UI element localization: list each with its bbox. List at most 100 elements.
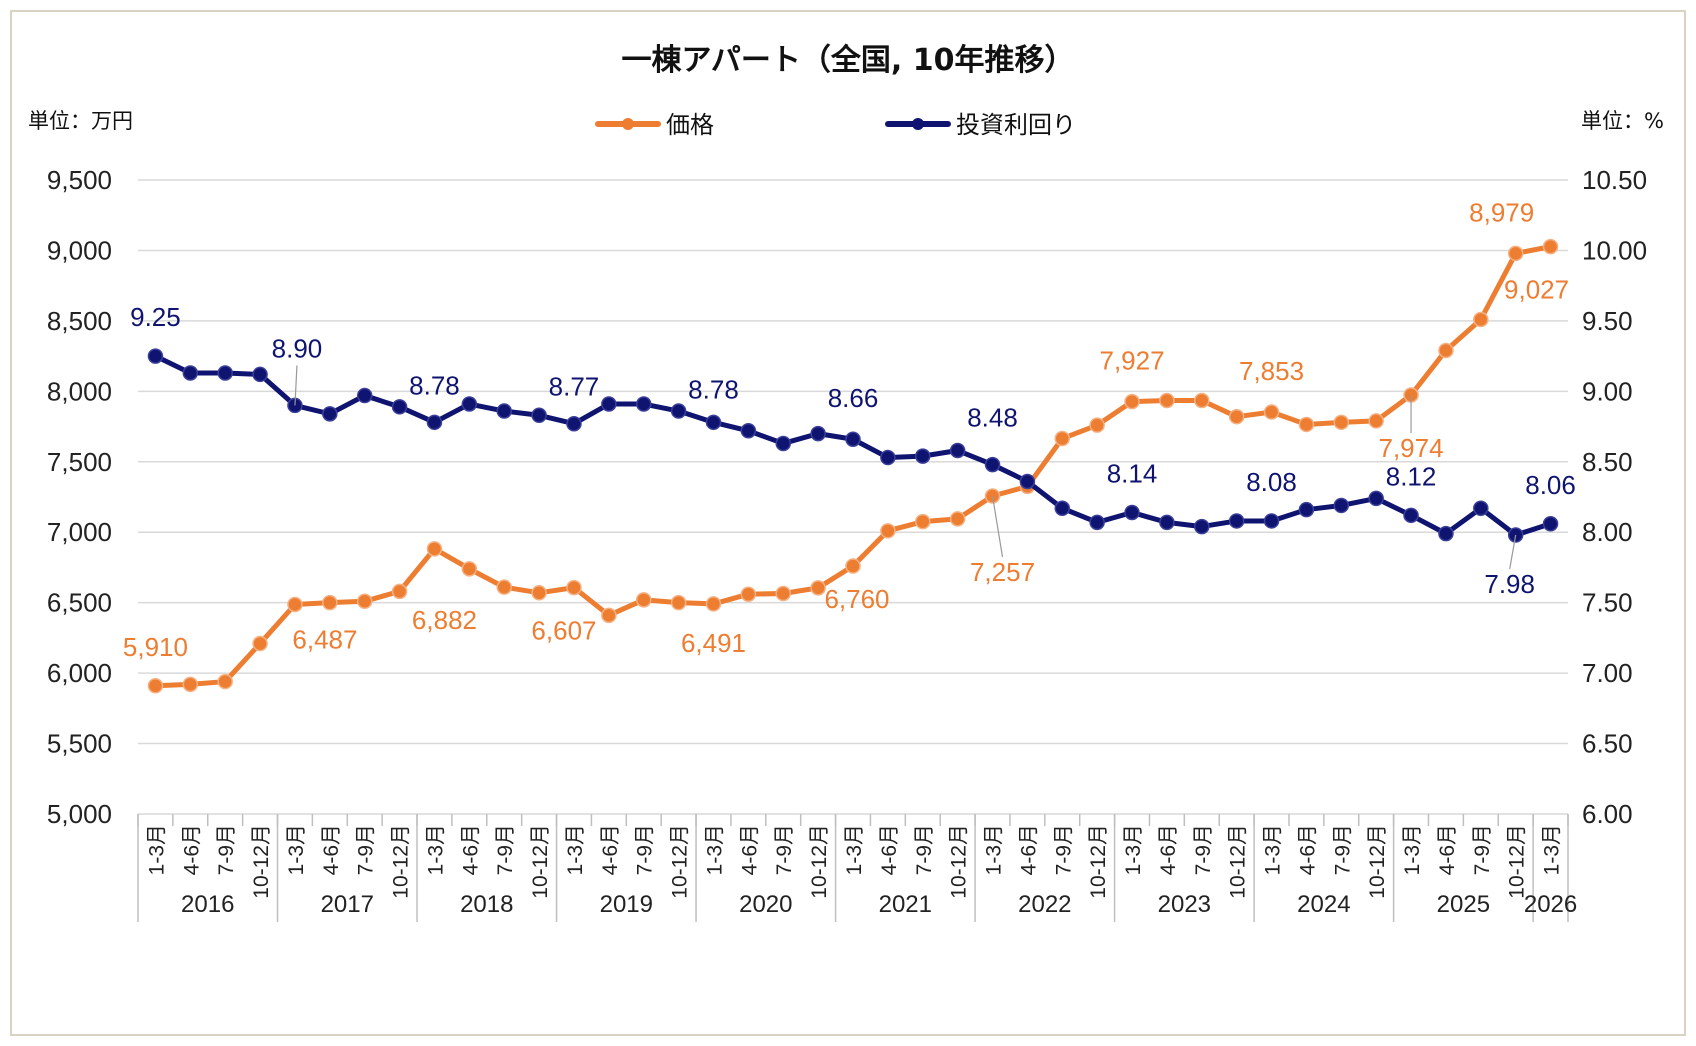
left-tick-label: 5,000 [47, 799, 112, 829]
left-tick-label: 7,000 [47, 517, 112, 547]
category-label: 10-12月 [1087, 824, 1110, 899]
data-point-series-1 [1333, 414, 1350, 431]
category-label: 7-9月 [215, 824, 238, 875]
data-point-series-2 [1054, 500, 1071, 517]
data-point-series-2 [1403, 507, 1419, 524]
chart-title: 一棟アパート（全国, 10年推移） [622, 43, 1075, 78]
data-point-series-2 [1438, 525, 1454, 542]
data-label-series-1: 6,607 [531, 616, 596, 646]
category-label: 7-9月 [355, 824, 378, 875]
data-label-series-2: 8.08 [1246, 467, 1297, 497]
data-point-series-2 [461, 396, 478, 412]
category-label: 10-12月 [250, 824, 273, 899]
year-label: 2025 [1437, 891, 1490, 918]
right-tick-label: 10.50 [1582, 165, 1647, 195]
year-label: 2019 [600, 891, 653, 918]
right-tick-label: 9.00 [1582, 376, 1633, 406]
data-point-series-2 [1194, 518, 1210, 535]
data-point-series-1 [845, 558, 861, 574]
data-label-series-2: 9.25 [130, 302, 181, 332]
data-point-series-1 [949, 511, 966, 527]
right-tick-label: 7.00 [1582, 658, 1633, 688]
data-point-series-2 [1124, 504, 1140, 521]
data-point-series-1 [1298, 416, 1315, 433]
data-label-series-2: 8.66 [828, 383, 879, 413]
data-point-series-1 [1054, 430, 1071, 447]
data-point-series-2 [1542, 516, 1559, 532]
year-label: 2020 [739, 891, 792, 918]
data-label-series-1: 7,257 [970, 557, 1035, 587]
data-label-series-1: 6,882 [412, 605, 477, 635]
legend-marker-2 [912, 118, 924, 130]
data-point-series-2 [984, 456, 1001, 473]
data-point-series-2 [845, 431, 861, 447]
right-axis-unit: 単位：% [1581, 109, 1664, 133]
data-point-series-1 [880, 523, 896, 539]
category-label: 7-9月 [494, 824, 517, 875]
category-label: 1-3月 [843, 824, 866, 875]
data-point-series-2 [880, 449, 896, 466]
category-label: 10-12月 [529, 824, 552, 899]
category-label: 10-12月 [948, 824, 971, 899]
left-tick-label: 9,500 [47, 165, 112, 195]
data-point-series-2 [322, 406, 338, 422]
data-label-series-1: 6,760 [824, 584, 889, 614]
left-axis-unit: 単位：万円 [28, 109, 133, 133]
data-point-series-1 [705, 596, 722, 612]
category-label: 1-3月 [285, 824, 308, 875]
data-point-series-1 [182, 676, 199, 693]
category-label: 4-6月 [320, 824, 343, 875]
data-label-series-1: 9,027 [1504, 275, 1569, 305]
label-leader-line [991, 495, 1004, 558]
data-point-series-1 [1368, 413, 1384, 429]
year-label: 2018 [460, 891, 513, 918]
left-tick-label: 5,500 [47, 729, 112, 759]
data-label-series-2: 8.77 [549, 372, 600, 402]
data-point-series-2 [775, 435, 791, 452]
category-label: 4-6月 [1157, 824, 1180, 875]
left-tick-label: 6,500 [47, 588, 112, 618]
right-tick-label: 9.50 [1582, 306, 1633, 336]
data-point-series-2 [601, 396, 617, 412]
data-point-series-1 [1438, 342, 1454, 359]
category-label: 10-12月 [808, 824, 831, 899]
data-label-series-1: 8,979 [1469, 197, 1534, 227]
data-point-series-1 [1089, 417, 1105, 433]
category-label: 7-9月 [1052, 824, 1075, 875]
data-point-series-1 [496, 579, 512, 595]
category-label: 7-9月 [773, 824, 796, 875]
data-point-series-2 [426, 414, 443, 431]
category-label: 4-6月 [1017, 824, 1040, 875]
data-point-series-2 [915, 448, 931, 464]
category-label: 1-3月 [424, 824, 447, 875]
data-point-series-2 [1089, 514, 1105, 531]
data-point-series-2 [1159, 514, 1175, 531]
category-label: 10-12月 [1506, 824, 1529, 899]
category-label: 7-9月 [913, 824, 936, 875]
data-point-series-1 [775, 585, 791, 602]
data-point-series-2 [1368, 490, 1384, 507]
data-point-series-1 [1263, 404, 1280, 420]
data-point-series-2 [670, 403, 687, 419]
category-label: 10-12月 [1366, 824, 1389, 899]
data-point-series-1 [426, 541, 443, 557]
right-tick-label: 7.50 [1582, 588, 1633, 618]
year-label: 2021 [879, 891, 932, 918]
data-point-series-1 [356, 593, 373, 610]
category-label: 4-6月 [878, 824, 901, 875]
data-point-series-2 [252, 366, 268, 383]
category-label: 7-9月 [1192, 824, 1215, 875]
data-point-series-2 [705, 414, 722, 431]
category-label: 4-6月 [459, 824, 482, 875]
data-point-series-1 [810, 580, 826, 596]
chart-frame [10, 10, 1686, 1036]
series-line-1 [152, 244, 1554, 689]
data-point-series-2 [740, 423, 757, 439]
data-point-series-2 [496, 403, 512, 419]
year-label: 2017 [321, 891, 374, 918]
data-label-series-1: 5,910 [123, 632, 188, 662]
data-point-series-1 [252, 635, 268, 652]
data-label-series-1: 6,487 [292, 624, 357, 654]
data-point-series-2 [1228, 513, 1245, 529]
label-leader-line [1509, 534, 1517, 570]
